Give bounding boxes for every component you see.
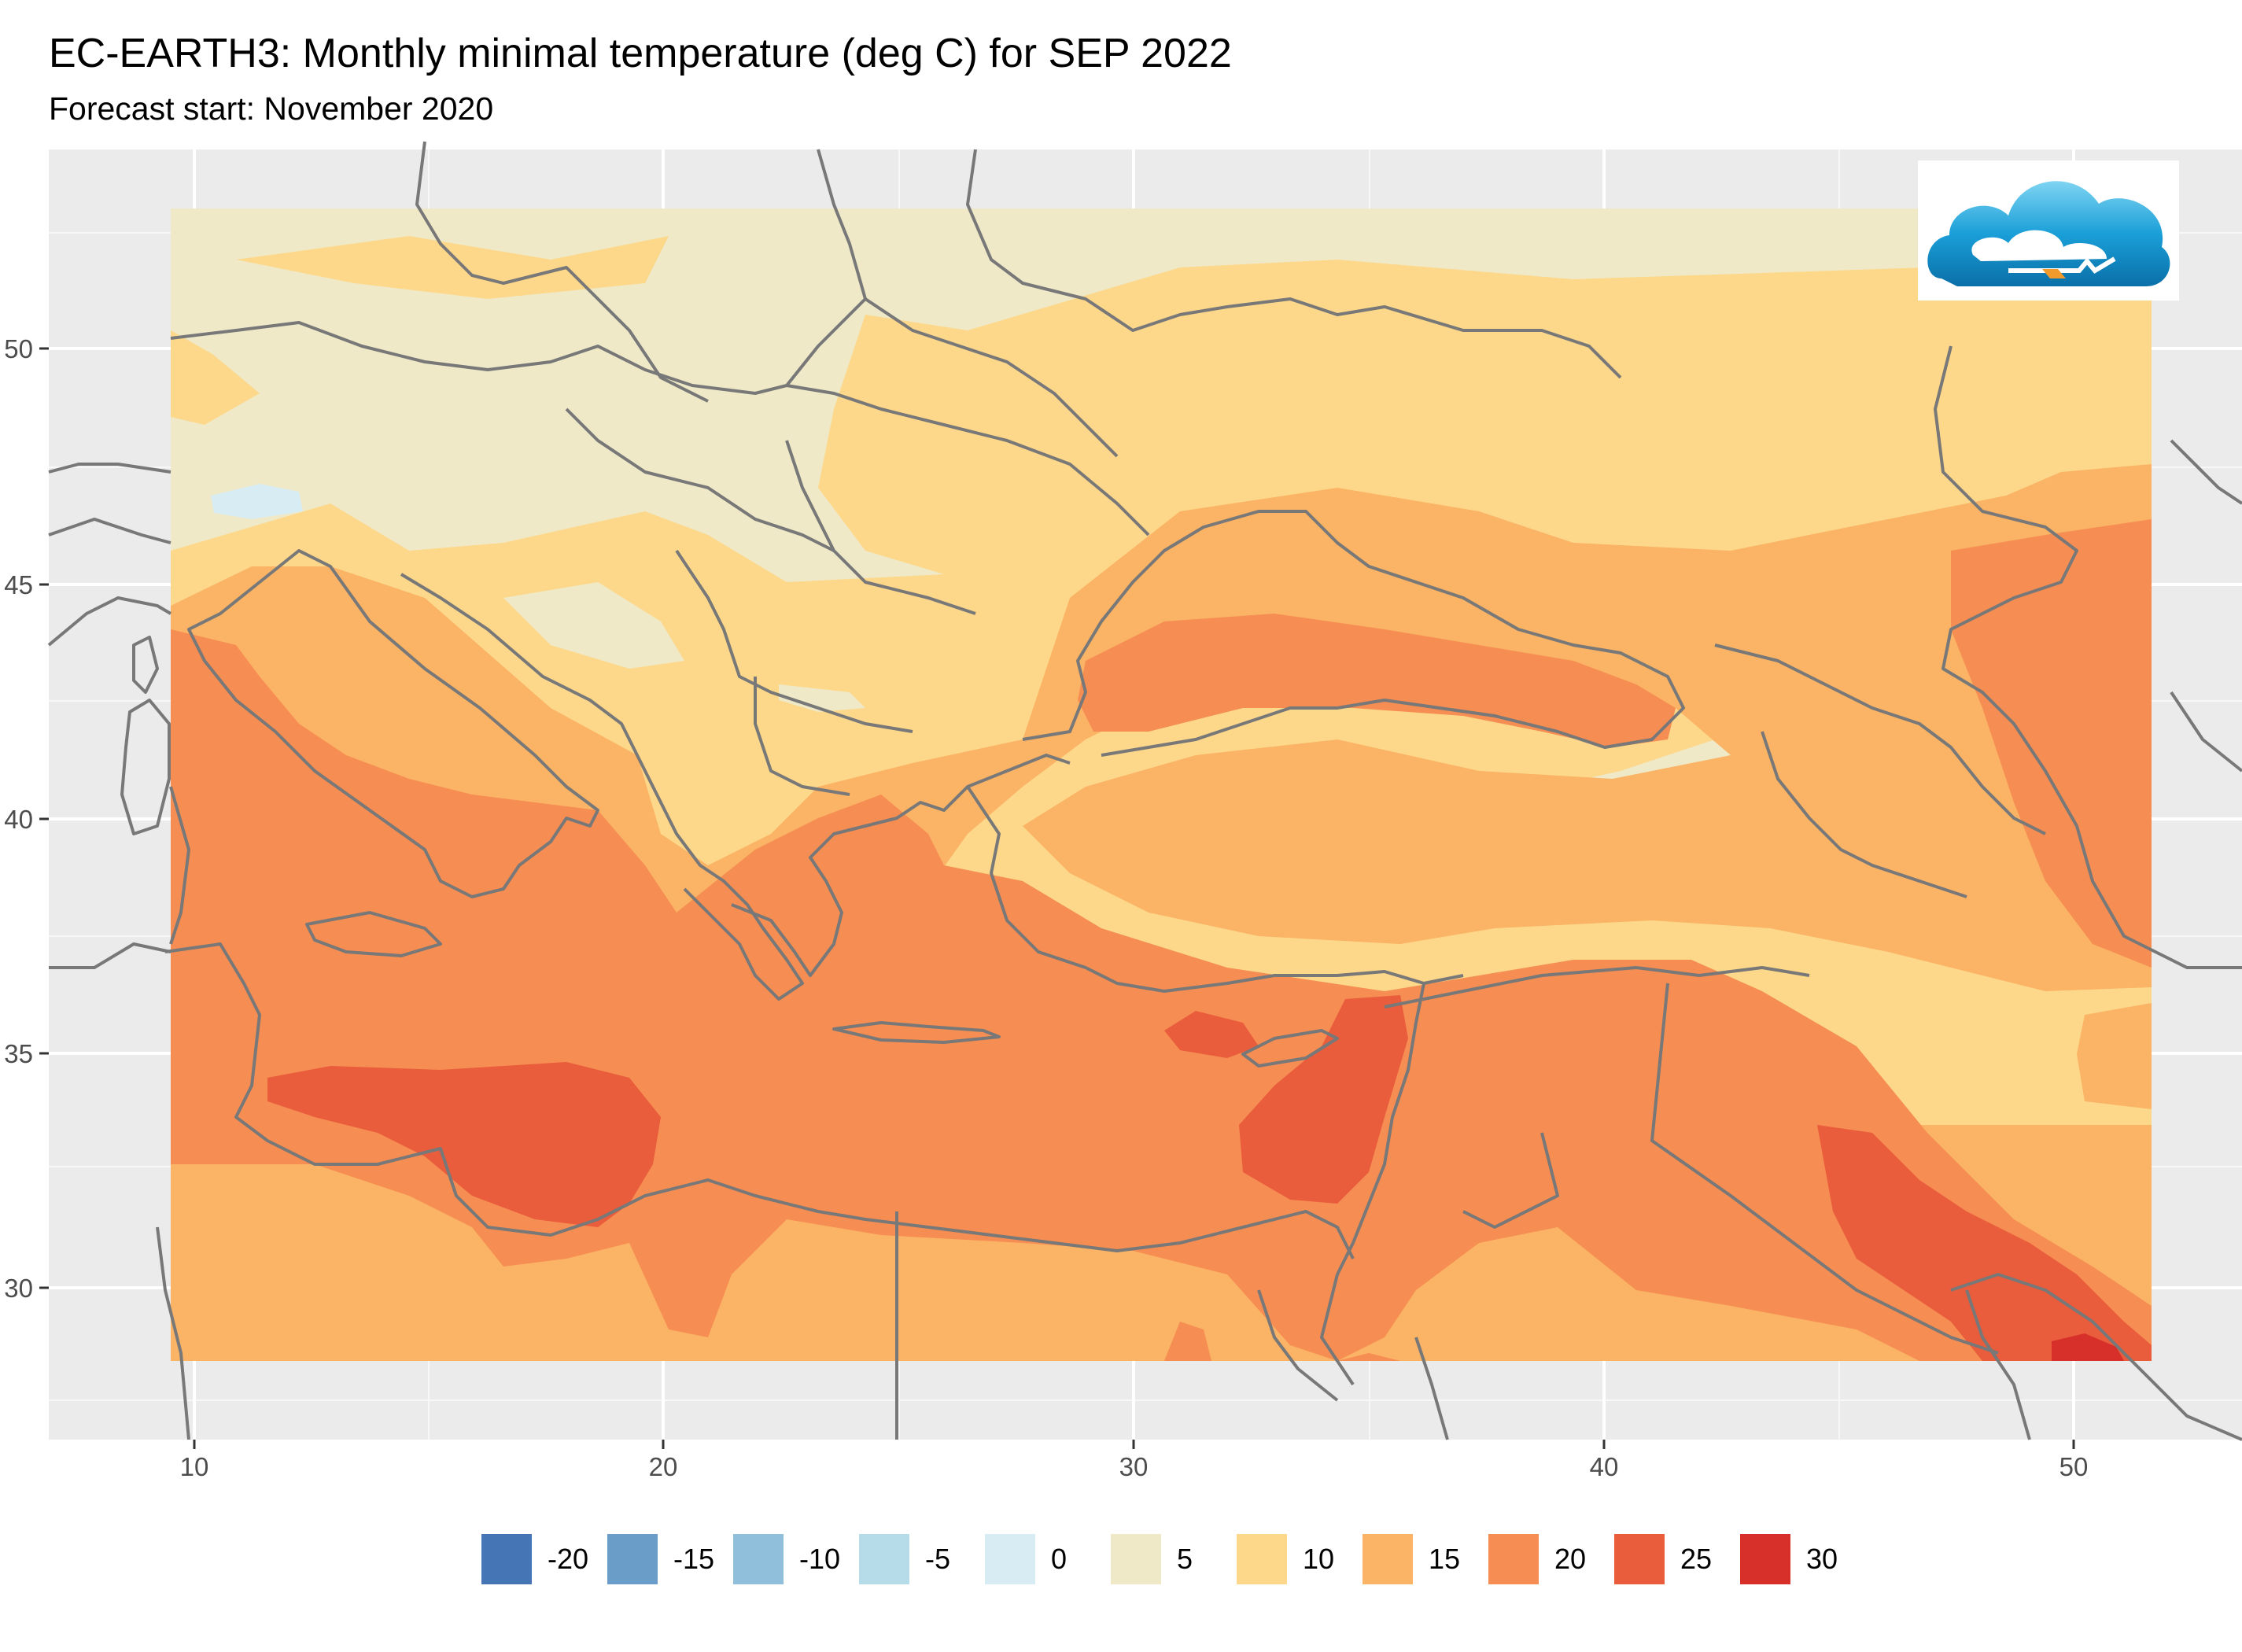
- contour-25-libya: [267, 1062, 661, 1227]
- legend-label: 5: [1177, 1543, 1193, 1575]
- y-axis: 50 45 40 35 30: [4, 334, 49, 1303]
- y-tick-label: 30: [4, 1274, 33, 1303]
- legend-label: -5: [925, 1543, 951, 1575]
- legend-swatch: [857, 1532, 911, 1586]
- cloud-logo-icon: [1927, 181, 2170, 286]
- x-tick-label: 40: [1590, 1452, 1619, 1481]
- x-tick-label: 30: [1119, 1452, 1149, 1481]
- contour-15-main: [171, 464, 2152, 991]
- legend-item: 30: [1739, 1532, 1864, 1586]
- legend-item: 25: [1613, 1532, 1739, 1586]
- legend-item: 0: [983, 1532, 1109, 1586]
- y-tick-label: 40: [4, 805, 33, 834]
- legend-swatch: [983, 1532, 1037, 1586]
- legend-swatch: [1487, 1532, 1540, 1586]
- coastlines: [47, 141, 2242, 1441]
- contour-10-alps: [236, 236, 669, 299]
- y-tick-label: 35: [4, 1039, 33, 1068]
- legend-item: 5: [1109, 1532, 1235, 1586]
- contour-20-east: [1951, 519, 2152, 968]
- legend-swatch: [606, 1532, 659, 1586]
- cloud-logo: [1918, 160, 2179, 301]
- legend-label: 25: [1680, 1543, 1713, 1575]
- legend-swatch: [1235, 1532, 1289, 1586]
- color-legend: -20 -15 -10 -5 0 5 10 15 20 25 30: [480, 1532, 1864, 1586]
- legend-label: 15: [1429, 1543, 1461, 1575]
- contour-5-north: [171, 208, 2152, 582]
- legend-item: -20: [480, 1532, 606, 1586]
- legend-label: 20: [1554, 1543, 1587, 1575]
- legend-swatch: [1109, 1532, 1163, 1586]
- contour-5-balkan-small: [779, 684, 865, 712]
- legend-swatch: [1613, 1532, 1666, 1586]
- x-tick-label: 50: [2059, 1452, 2089, 1481]
- contour-20-black-sea: [1078, 614, 1676, 747]
- legend-swatch: [1739, 1532, 1792, 1586]
- legend-label: 30: [1806, 1543, 1838, 1575]
- contour-25-cyprus: [1164, 1011, 1259, 1058]
- contour-20-south-small2: [1337, 1353, 1400, 1361]
- contour-20-main: [171, 629, 2152, 1361]
- contour-30-gulf: [2052, 1333, 2124, 1361]
- map-title: EC-EARTH3: Monthly minimal temperature (…: [49, 31, 1232, 76]
- legend-label: -15: [673, 1543, 715, 1575]
- map-subtitle: Forecast start: November 2020: [49, 90, 494, 127]
- legend-label: 10: [1303, 1543, 1335, 1575]
- x-tick-label: 20: [649, 1452, 678, 1481]
- contour-25-levant: [1239, 995, 1408, 1204]
- contour-20-west-edge: [171, 952, 267, 1133]
- y-tick-label: 50: [4, 334, 33, 363]
- contour-5-balkan: [503, 582, 684, 669]
- x-axis: 10 20 30 40 50: [180, 1440, 2089, 1481]
- contour-10-north-center: [818, 315, 1007, 574]
- legend-item: 15: [1361, 1532, 1487, 1586]
- legend-swatch: [732, 1532, 785, 1586]
- temperature-contours: [171, 208, 2152, 1361]
- contour-0-alps: [211, 484, 303, 519]
- legend-label: -20: [548, 1543, 589, 1575]
- contour-25-iraq: [1817, 1125, 2152, 1361]
- legend-item: 10: [1235, 1532, 1361, 1586]
- legend-swatch: [1361, 1532, 1414, 1586]
- contour-20-south-small: [1164, 1322, 1211, 1361]
- legend-item: -5: [857, 1532, 983, 1586]
- y-tick-label: 45: [4, 570, 33, 599]
- legend-label: 0: [1051, 1543, 1068, 1575]
- contour-10-northwest: [171, 330, 260, 425]
- legend-item: -10: [732, 1532, 857, 1586]
- legend-item: -15: [606, 1532, 732, 1586]
- legend-swatch: [480, 1532, 533, 1586]
- contour-15-east-right: [2077, 1003, 2152, 1109]
- legend-item: 20: [1487, 1532, 1613, 1586]
- legend-label: -10: [799, 1543, 841, 1575]
- x-tick-label: 10: [180, 1452, 209, 1481]
